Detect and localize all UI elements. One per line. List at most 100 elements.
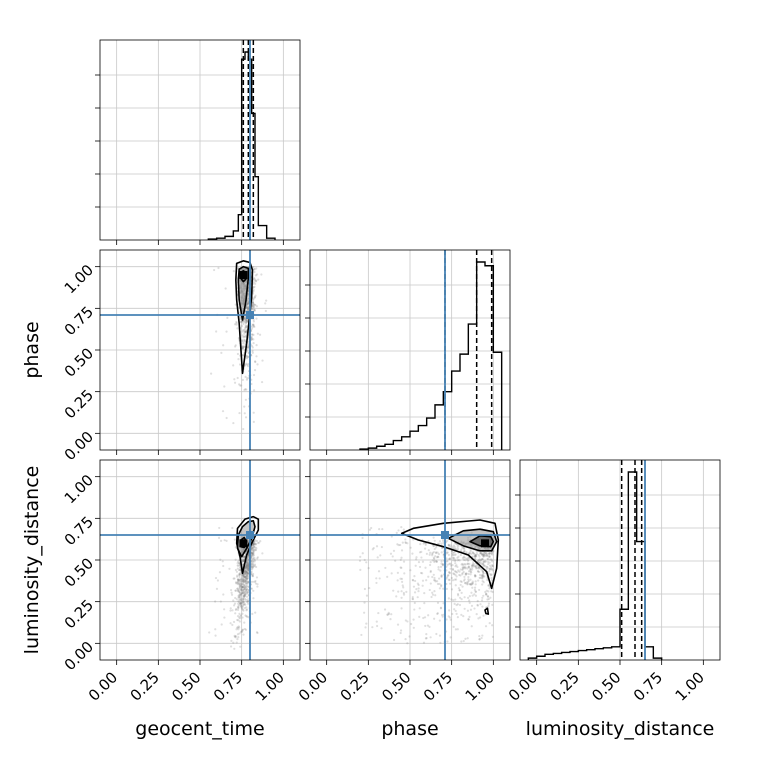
scatter-point (245, 319, 248, 322)
scatter-point (242, 584, 246, 588)
scatter-point (247, 299, 250, 302)
scatter-point (247, 576, 250, 580)
scatter-point (224, 287, 227, 290)
scatter-point (242, 588, 246, 591)
scatter-point (479, 616, 482, 619)
scatter-point (241, 378, 244, 382)
scatter-point (250, 559, 253, 562)
scatter-point (238, 585, 242, 588)
scatter-point (486, 595, 489, 598)
scatter-point (242, 559, 245, 562)
scatter-point (251, 306, 255, 309)
scatter-point (239, 585, 243, 588)
scatter-point (243, 345, 246, 348)
scatter-point (261, 552, 264, 555)
scatter-point (441, 546, 444, 550)
scatter-point (488, 567, 491, 570)
scatter-point (232, 577, 235, 580)
scatter-point (246, 308, 249, 312)
scatter-point (236, 580, 239, 584)
scatter-point (467, 572, 470, 576)
scatter-point (376, 556, 379, 559)
scatter-point (241, 560, 245, 563)
scatter-point (447, 544, 451, 547)
scatter-point (466, 637, 469, 640)
scatter-point (464, 572, 468, 575)
scatter-point (470, 583, 473, 586)
scatter-point (244, 628, 248, 631)
scatter-point (243, 317, 246, 320)
scatter-point (246, 304, 249, 307)
scatter-point (245, 306, 248, 309)
scatter-point (468, 594, 471, 598)
scatter-point (246, 308, 250, 311)
scatter-point (244, 577, 247, 580)
scatter-point (404, 541, 407, 545)
scatter-point (475, 567, 478, 570)
scatter-point (237, 590, 241, 593)
scatter-point (251, 346, 254, 349)
scatter-point (241, 573, 245, 576)
scatter-point (435, 632, 438, 636)
scatter-point (245, 585, 248, 588)
scatter-point (240, 320, 244, 323)
scatter-point (244, 580, 248, 583)
scatter-point (478, 576, 481, 579)
scatter-point (252, 318, 255, 321)
scatter-point (474, 575, 477, 578)
scatter-point (490, 567, 494, 571)
scatter-point (245, 563, 248, 566)
scatter-point (459, 568, 462, 571)
scatter-point (465, 581, 468, 584)
scatter-point (464, 582, 467, 585)
scatter-point (481, 553, 484, 557)
scatter-point (453, 545, 456, 549)
scatter-point (241, 592, 244, 595)
scatter-point (252, 554, 256, 557)
scatter-point (418, 551, 422, 554)
scatter-point (421, 572, 424, 575)
scatter-point (477, 565, 480, 568)
histogram-step-group (359, 250, 503, 450)
scatter-point (236, 626, 239, 629)
scatter-point (238, 315, 242, 318)
scatter-point (252, 560, 255, 563)
scatter-point (240, 606, 243, 610)
scatter-point (246, 580, 250, 584)
scatter-point (467, 575, 470, 579)
scatter-point (448, 578, 451, 582)
scatter-point (238, 598, 241, 601)
scatter-point (243, 388, 246, 392)
scatter-point (383, 608, 387, 611)
scatter-point (254, 279, 257, 282)
scatter-point (252, 341, 255, 345)
scatter-point (247, 554, 250, 557)
scatter-point (471, 582, 474, 586)
scatter-point (241, 586, 244, 589)
scatter-point (386, 613, 389, 616)
scatter-point (484, 565, 487, 568)
scatter-point (252, 324, 255, 328)
scatter-point (484, 553, 487, 556)
scatter-point (247, 561, 250, 564)
scatter-point (481, 558, 484, 561)
scatter-point (467, 578, 470, 581)
scatter-point (364, 626, 367, 629)
scatter-point (242, 560, 245, 563)
y-tick-label: 0.00 (61, 638, 97, 674)
scatter-point (414, 564, 417, 567)
scatter-point (460, 613, 463, 616)
scatter-point (370, 526, 373, 530)
scatter-point (440, 584, 443, 587)
scatter-point (260, 273, 263, 276)
scatter-point (253, 541, 256, 544)
scatter-point (483, 552, 486, 555)
scatter-point (449, 567, 452, 570)
scatter-point (246, 590, 250, 593)
scatter-point (240, 583, 243, 586)
scatter-point (252, 320, 255, 323)
scatter-point (487, 602, 491, 605)
scatter-point (455, 612, 458, 615)
scatter-point (253, 305, 256, 309)
scatter-point (245, 560, 248, 564)
